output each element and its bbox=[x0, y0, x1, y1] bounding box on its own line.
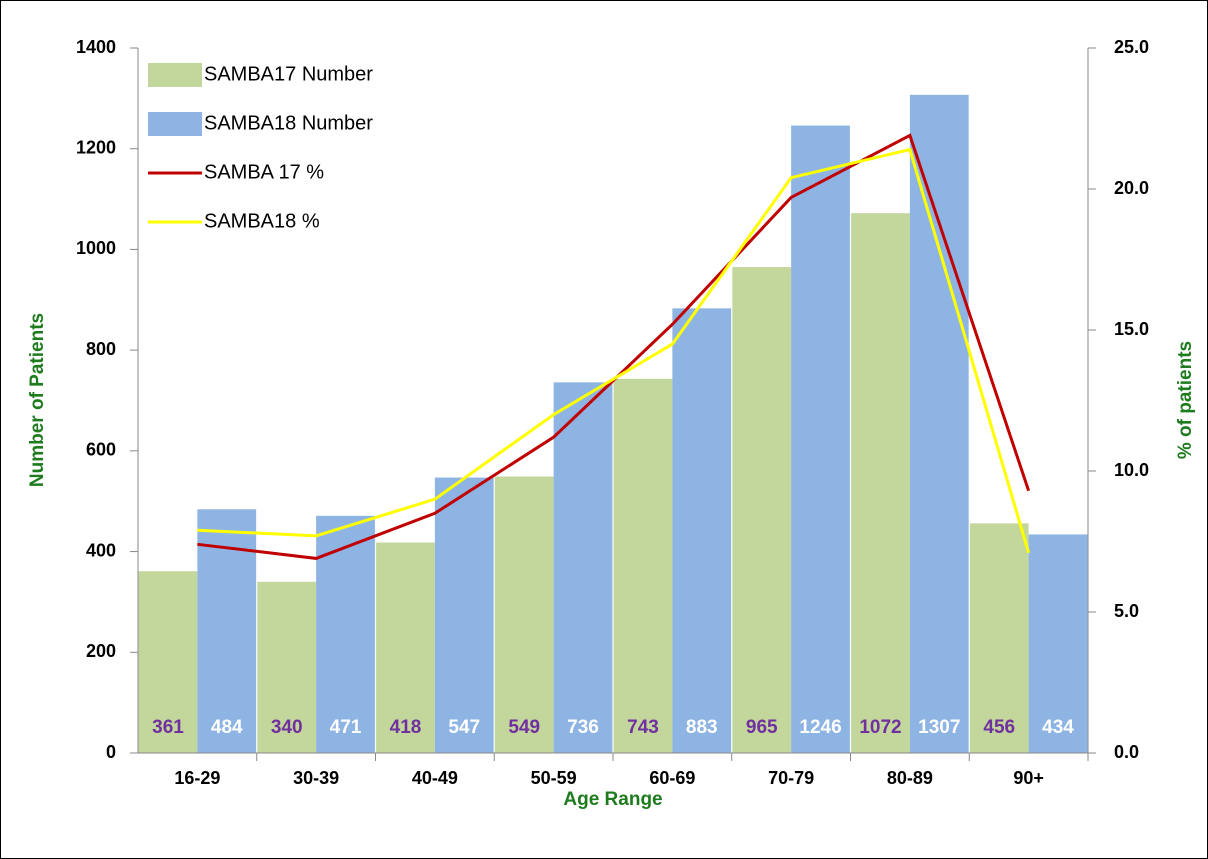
bar-value-label: 1307 bbox=[918, 717, 960, 738]
bar bbox=[909, 94, 969, 753]
y2-tick-label: 15.0 bbox=[1114, 319, 1149, 339]
y2-axis-title: % of patients bbox=[1175, 341, 1196, 459]
bar-value-label: 340 bbox=[271, 717, 303, 738]
legend-swatch bbox=[148, 63, 202, 87]
bar bbox=[851, 213, 910, 753]
bar bbox=[257, 581, 317, 753]
x-tick-label: 30-39 bbox=[293, 768, 339, 788]
bar-value-label: 471 bbox=[330, 717, 362, 738]
y2-tick-label: 0.0 bbox=[1114, 742, 1139, 762]
y-tick-label: 600 bbox=[86, 440, 116, 460]
y-axis-title: Number of Patients bbox=[27, 313, 48, 487]
bar-value-label: 361 bbox=[152, 717, 184, 738]
bar bbox=[969, 523, 1029, 753]
bar bbox=[791, 125, 850, 754]
x-axis-title: Age Range bbox=[563, 789, 662, 810]
legend-swatch bbox=[148, 112, 202, 136]
bar-value-label: 743 bbox=[627, 717, 659, 738]
bar-value-label: 484 bbox=[211, 717, 243, 738]
y-tick-label: 1400 bbox=[76, 37, 116, 57]
bar bbox=[732, 267, 792, 753]
bar-value-label: 1246 bbox=[799, 717, 841, 738]
x-tick-label: 90+ bbox=[1013, 768, 1044, 788]
legend-label: SAMBA17 Number bbox=[204, 63, 373, 85]
y2-tick-label: 10.0 bbox=[1114, 460, 1149, 480]
x-tick-label: 80-89 bbox=[887, 768, 933, 788]
bar-value-label: 549 bbox=[508, 717, 540, 738]
bar-value-label: 418 bbox=[390, 717, 422, 738]
legend-label: SAMBA18 Number bbox=[204, 112, 373, 134]
bar-value-label: 883 bbox=[686, 717, 718, 738]
bar bbox=[1028, 534, 1088, 753]
y-tick-label: 0 bbox=[106, 742, 116, 762]
y-tick-label: 400 bbox=[86, 540, 116, 560]
bar-value-label: 434 bbox=[1042, 717, 1074, 738]
y-tick-label: 800 bbox=[86, 339, 116, 359]
bar-value-label: 456 bbox=[983, 717, 1015, 738]
bar bbox=[613, 378, 673, 753]
x-tick-label: 60-69 bbox=[649, 768, 695, 788]
bar-value-label: 1072 bbox=[859, 717, 901, 738]
x-tick-label: 16-29 bbox=[174, 768, 220, 788]
bar bbox=[434, 477, 494, 753]
x-tick-label: 70-79 bbox=[768, 768, 814, 788]
y2-tick-label: 20.0 bbox=[1114, 178, 1149, 198]
x-tick-label: 40-49 bbox=[412, 768, 458, 788]
y-tick-label: 1000 bbox=[76, 238, 116, 258]
bar bbox=[494, 476, 554, 753]
y-tick-label: 200 bbox=[86, 641, 116, 661]
bar-value-label: 965 bbox=[746, 717, 778, 738]
y2-tick-label: 25.0 bbox=[1114, 37, 1149, 57]
bar-value-label: 736 bbox=[567, 717, 599, 738]
x-tick-label: 50-59 bbox=[531, 768, 577, 788]
y2-tick-label: 5.0 bbox=[1114, 601, 1139, 621]
bar bbox=[672, 308, 732, 753]
bar bbox=[138, 571, 198, 753]
line-series bbox=[197, 147, 1031, 554]
bar-value-label: 547 bbox=[448, 717, 480, 738]
bar bbox=[376, 542, 435, 753]
legend-label: SAMBA 17 % bbox=[204, 161, 324, 183]
legend-label: SAMBA18 % bbox=[204, 210, 320, 232]
y-tick-label: 1200 bbox=[76, 137, 116, 157]
bar bbox=[553, 382, 613, 753]
